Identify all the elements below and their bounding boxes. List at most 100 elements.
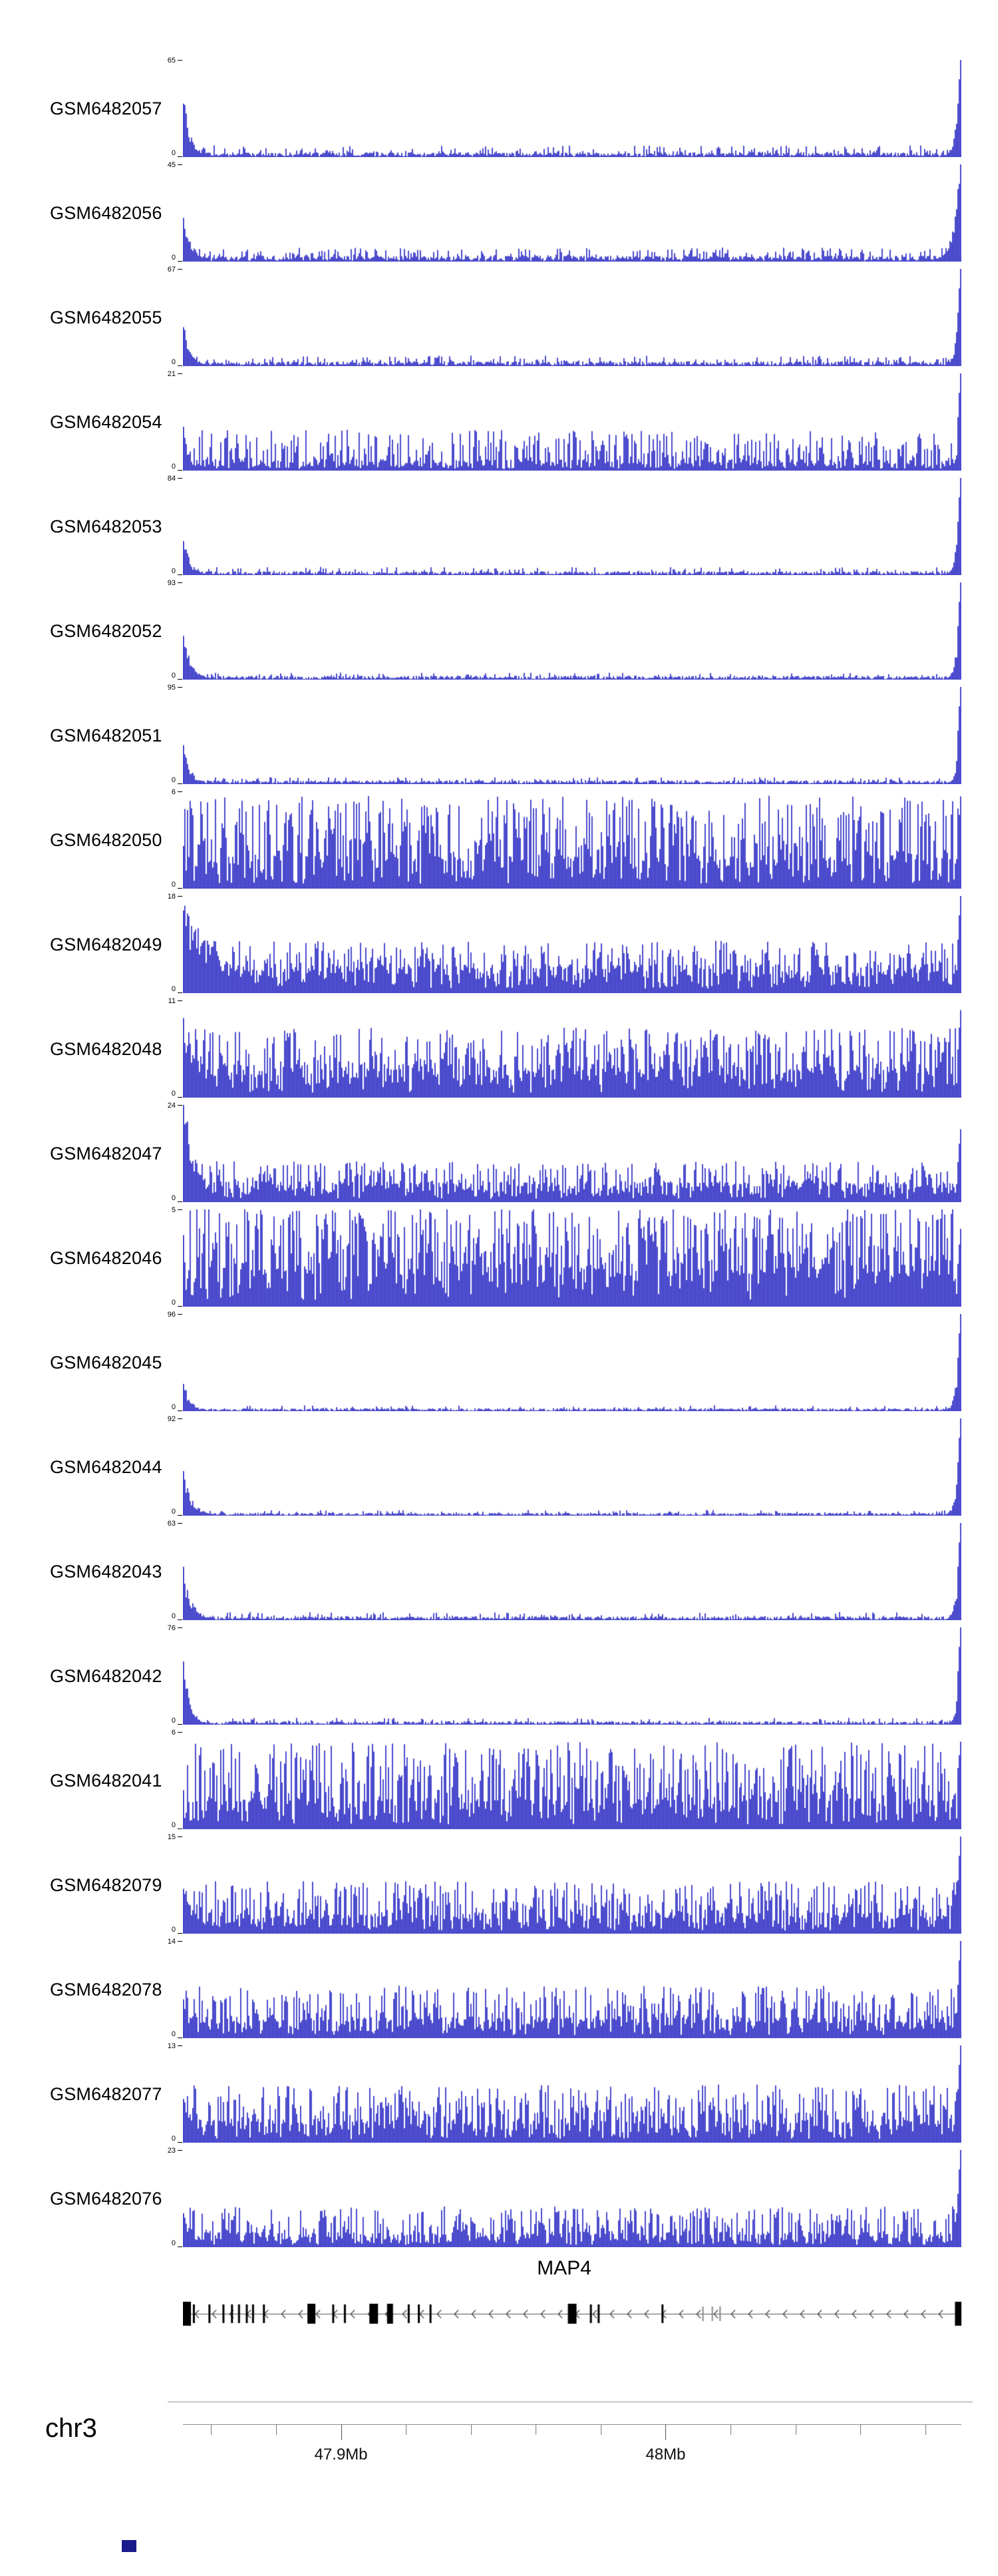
y-axis-zero-label: 0: [171, 776, 176, 784]
track-label: GSM6482041: [50, 1770, 162, 1791]
track-label: GSM6482049: [50, 934, 162, 955]
coverage-track-row: GSM6482056 45 0: [0, 161, 998, 269]
y-axis-max-label: 95: [167, 684, 176, 692]
y-axis-max-label: 11: [168, 997, 176, 1005]
coverage-histogram: [183, 687, 961, 784]
y-axis-zero-label: 0: [171, 1194, 176, 1202]
y-axis-tick-top: [178, 1314, 182, 1315]
y-axis-max-label: 67: [167, 266, 176, 274]
y-axis-max-label: 45: [167, 161, 176, 169]
y-axis-tick-bottom: [178, 1410, 182, 1411]
y-axis-tick-top: [178, 2150, 182, 2151]
coverage-histogram: [183, 1418, 961, 1516]
y-axis-max-label: 6: [171, 1729, 176, 1737]
coverage-track-row: GSM6482042 76 0: [0, 1624, 998, 1732]
track-label: GSM6482042: [50, 1665, 162, 1686]
coverage-track-row: GSM6482055 67 0: [0, 266, 998, 373]
track-label: GSM6482054: [50, 411, 162, 432]
y-axis-zero-label: 0: [171, 1299, 176, 1307]
track-label: GSM6482043: [50, 1561, 162, 1582]
y-axis-zero-label: 0: [171, 1717, 176, 1725]
coverage-histogram: [183, 1314, 961, 1411]
coverage-track-row: GSM6482079 15 0: [0, 1833, 998, 1941]
y-axis-max-label: 93: [167, 579, 176, 587]
y-axis-tick-bottom: [178, 992, 182, 993]
coverage-track-row: GSM6482054 21 0: [0, 370, 998, 478]
coverage-track-row: GSM6482078 14 0: [0, 1938, 998, 2045]
coverage-histogram: [183, 2045, 961, 2143]
coverage-histogram: [183, 60, 961, 157]
y-axis-tick-bottom: [178, 679, 182, 680]
track-label: GSM6482051: [50, 725, 162, 746]
y-axis-tick-bottom: [178, 2142, 182, 2143]
y-axis-zero-label: 0: [171, 463, 176, 471]
y-axis-tick-top: [178, 1418, 182, 1419]
coverage-histogram: [183, 269, 961, 366]
coverage-histogram: [183, 1732, 961, 1829]
y-axis-zero-label: 0: [171, 1090, 176, 1098]
coverage-histogram: [183, 1105, 961, 1202]
y-axis-tick-bottom: [178, 365, 182, 366]
track-label: GSM6482056: [50, 202, 162, 223]
track-label: GSM6482050: [50, 829, 162, 850]
coverage-histogram: [183, 1209, 961, 1307]
y-axis-zero-label: 0: [171, 2030, 176, 2038]
y-axis-tick-bottom: [178, 156, 182, 157]
y-axis-zero-label: 0: [171, 1403, 176, 1411]
y-axis-tick-bottom: [178, 888, 182, 889]
y-axis-tick-bottom: [178, 783, 182, 784]
y-axis-tick-bottom: [178, 1097, 182, 1098]
coverage-histogram: [183, 1941, 961, 2038]
y-axis-tick-bottom: [178, 1306, 182, 1307]
ruler-tick: [211, 2424, 212, 2435]
coverage-track-row: GSM6482053 84 0: [0, 475, 998, 582]
coverage-histogram: [183, 2150, 961, 2247]
ruler-tick-label: 47.9Mb: [314, 2446, 368, 2464]
coverage-track-row: GSM6482051 95 0: [0, 684, 998, 791]
gene-name-label: MAP4: [537, 2257, 591, 2279]
y-axis-max-label: 5: [171, 1206, 176, 1214]
y-axis-max-label: 15: [167, 1833, 176, 1841]
track-label: GSM6482076: [50, 2188, 162, 2209]
y-axis-max-label: 76: [167, 1624, 176, 1632]
y-axis-zero-label: 0: [171, 149, 176, 157]
ruler-tick: [665, 2424, 667, 2440]
y-axis-tick-top: [178, 478, 182, 479]
coverage-track-row: GSM6482045 96 0: [0, 1311, 998, 1418]
track-label: GSM6482057: [50, 98, 162, 118]
y-axis-max-label: 21: [167, 370, 176, 378]
ruler-tick: [925, 2424, 927, 2435]
track-label: GSM6482048: [50, 1038, 162, 1059]
coverage-histogram: [183, 1000, 961, 1098]
y-axis-zero-label: 0: [171, 672, 176, 680]
ruler-tick: [470, 2424, 472, 2435]
y-axis-zero-label: 0: [171, 1508, 176, 1516]
genomic-ruler: chr3 47.9Mb 48Mb: [0, 2396, 998, 2543]
y-axis-max-label: 63: [167, 1520, 176, 1528]
y-axis-tick-top: [178, 1627, 182, 1628]
gene-model: [183, 2284, 961, 2344]
y-axis-tick-top: [178, 687, 182, 688]
coverage-histogram: [183, 1627, 961, 1725]
y-axis-tick-bottom: [178, 1933, 182, 1934]
track-label: GSM6482044: [50, 1456, 162, 1477]
y-axis-tick-top: [178, 1523, 182, 1524]
coverage-track-row: GSM6482049 18 0: [0, 893, 998, 1000]
ruler-tick: [405, 2424, 407, 2435]
coverage-track-row: GSM6482044 92 0: [0, 1415, 998, 1523]
y-axis-max-label: 65: [167, 57, 176, 65]
y-axis-tick-top: [178, 791, 182, 792]
track-label: GSM6482055: [50, 307, 162, 327]
y-axis-zero-label: 0: [171, 567, 176, 575]
y-axis-max-label: 18: [167, 893, 176, 901]
track-label: GSM6482045: [50, 1352, 162, 1373]
coverage-track-row: GSM6482057 65 0: [0, 57, 998, 164]
y-axis-max-label: 92: [167, 1415, 176, 1423]
y-axis-max-label: 14: [167, 1938, 176, 1946]
coverage-track-row: GSM6482047 24 0: [0, 1102, 998, 1209]
coverage-track-row: GSM6482050 6 0: [0, 788, 998, 896]
y-axis-zero-label: 0: [171, 1612, 176, 1620]
y-axis-zero-label: 0: [171, 254, 176, 262]
y-axis-tick-bottom: [178, 1619, 182, 1620]
